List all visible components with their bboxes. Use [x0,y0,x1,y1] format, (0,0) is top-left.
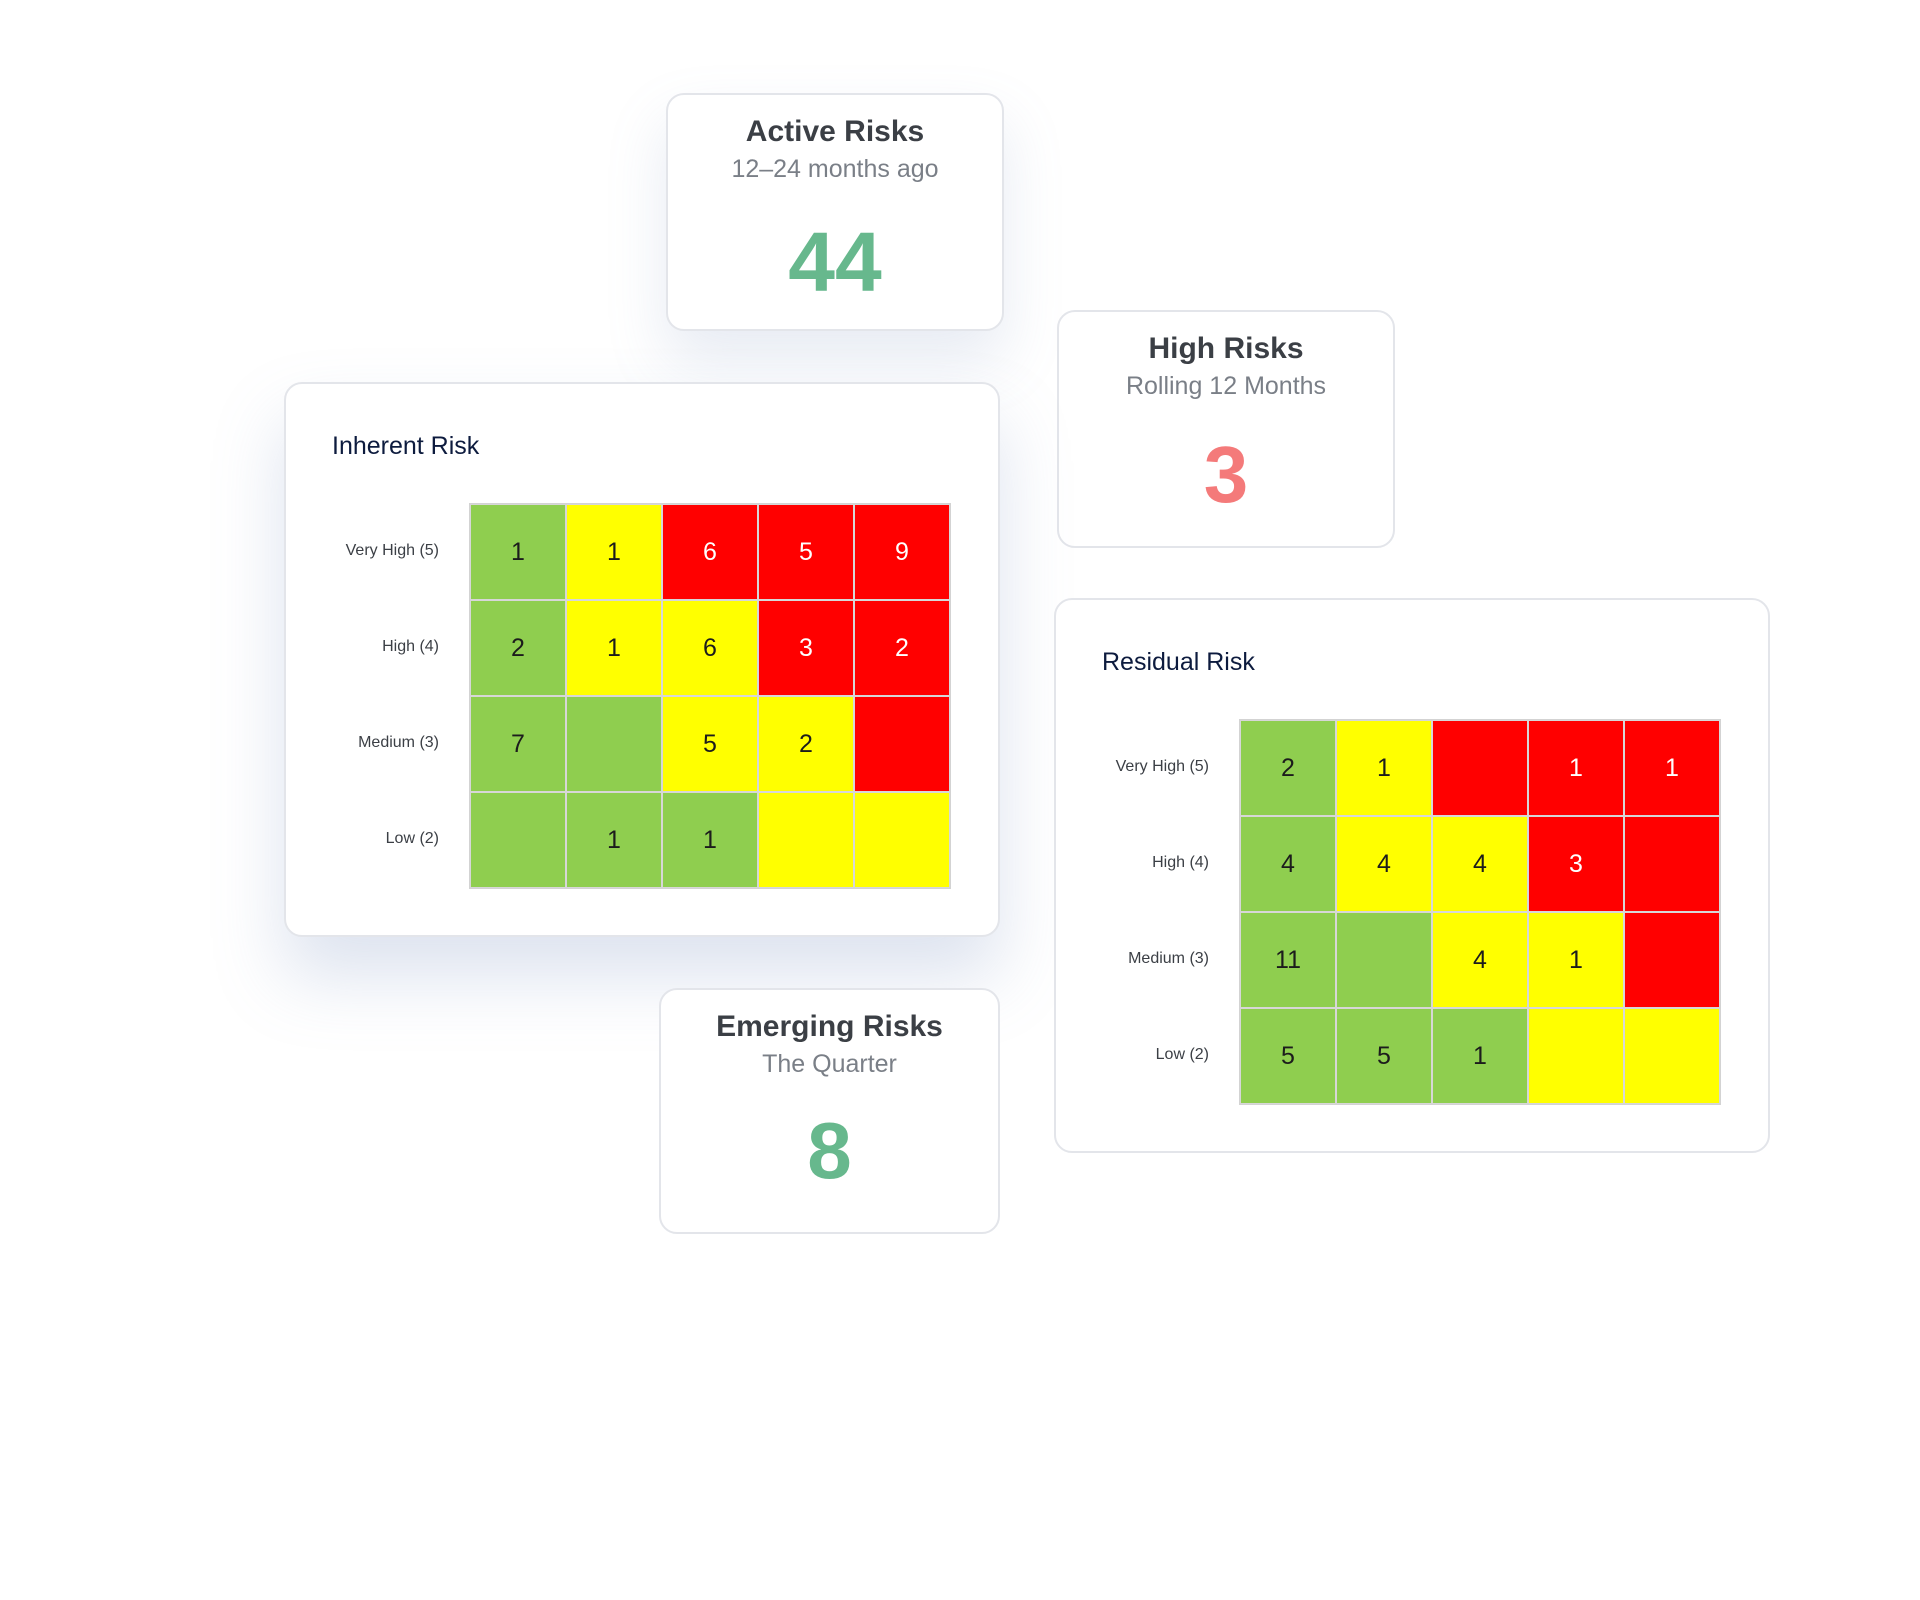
row-label: Low (2) [385,830,439,847]
heatmap-cell: 7 [470,696,566,792]
heatmap-cell: 4 [1240,816,1336,912]
heatmap-cell: 2 [470,600,566,696]
emerging-risks-subtitle: The Quarter [762,1050,897,1078]
heatmap-cell: 11 [1240,912,1336,1008]
heatmap-cell [854,792,950,888]
residual-risk-grid: 2 1 1 1 4 4 4 3 11 4 1 5 5 1 [1239,719,1721,1105]
heatmap-cell [1528,1008,1624,1104]
row-label: High (4) [382,638,439,655]
heatmap-cell: 5 [1240,1008,1336,1104]
high-risks-subtitle: Rolling 12 Months [1125,372,1327,400]
heatmap-cell: 1 [470,504,566,600]
heatmap-cell [1432,720,1528,816]
heatmap-cell: 1 [566,792,662,888]
row-label: Very High (5) [1115,758,1209,775]
heatmap-cell [1624,912,1720,1008]
residual-risk-title: Residual Risk [1102,648,1255,676]
heatmap-cell [470,792,566,888]
heatmap-cell: 4 [1432,912,1528,1008]
heatmap-cell: 2 [854,600,950,696]
heatmap-cell: 2 [758,696,854,792]
row-label: Medium (3) [1128,950,1209,967]
heatmap-cell: 5 [1336,1008,1432,1104]
heatmap-cell: 5 [662,696,758,792]
heatmap-cell [758,792,854,888]
heatmap-cell: 1 [662,792,758,888]
active-risks-subtitle: 12–24 months ago [731,155,939,183]
row-label: Medium (3) [358,734,439,751]
active-risks-card: Active Risks 12–24 months ago 44 [666,93,1004,331]
heatmap-cell: 3 [1528,816,1624,912]
heatmap-cell: 1 [1432,1008,1528,1104]
high-risks-card: High Risks Rolling 12 Months 3 [1057,310,1395,548]
emerging-risks-title: Emerging Risks [716,1010,943,1043]
heatmap-cell [1624,816,1720,912]
high-risks-value: 3 [1203,430,1249,519]
heatmap-cell: 1 [566,504,662,600]
heatmap-cell [1336,912,1432,1008]
emerging-risks-card: Emerging Risks The Quarter 8 [659,988,1000,1234]
active-risks-value: 44 [788,215,882,309]
heatmap-cell: 3 [758,600,854,696]
emerging-risks-value: 8 [807,1106,852,1195]
active-risks-title: Active Risks [745,115,925,148]
row-label: High (4) [1152,854,1209,871]
inherent-risk-title: Inherent Risk [332,432,480,460]
heatmap-cell: 6 [662,600,758,696]
heatmap-cell: 2 [1240,720,1336,816]
high-risks-title: High Risks [1148,332,1304,365]
heatmap-cell: 4 [1336,816,1432,912]
heatmap-cell [566,696,662,792]
heatmap-cell: 1 [1624,720,1720,816]
heatmap-cell: 1 [566,600,662,696]
residual-risk-card: Residual Risk 2 1 1 1 4 4 4 3 11 4 1 5 5 1 Very High … [1054,598,1770,1153]
heatmap-cell: 9 [854,504,950,600]
row-label: Very High (5) [345,542,439,559]
heatmap-cell: 1 [1528,720,1624,816]
heatmap-cell [1624,1008,1720,1104]
heatmap-cell: 1 [1336,720,1432,816]
heatmap-cell [854,696,950,792]
heatmap-cell: 5 [758,504,854,600]
heatmap-cell: 4 [1432,816,1528,912]
row-label: Low (2) [1155,1046,1209,1063]
heatmap-cell: 6 [662,504,758,600]
heatmap-cell: 1 [1528,912,1624,1008]
